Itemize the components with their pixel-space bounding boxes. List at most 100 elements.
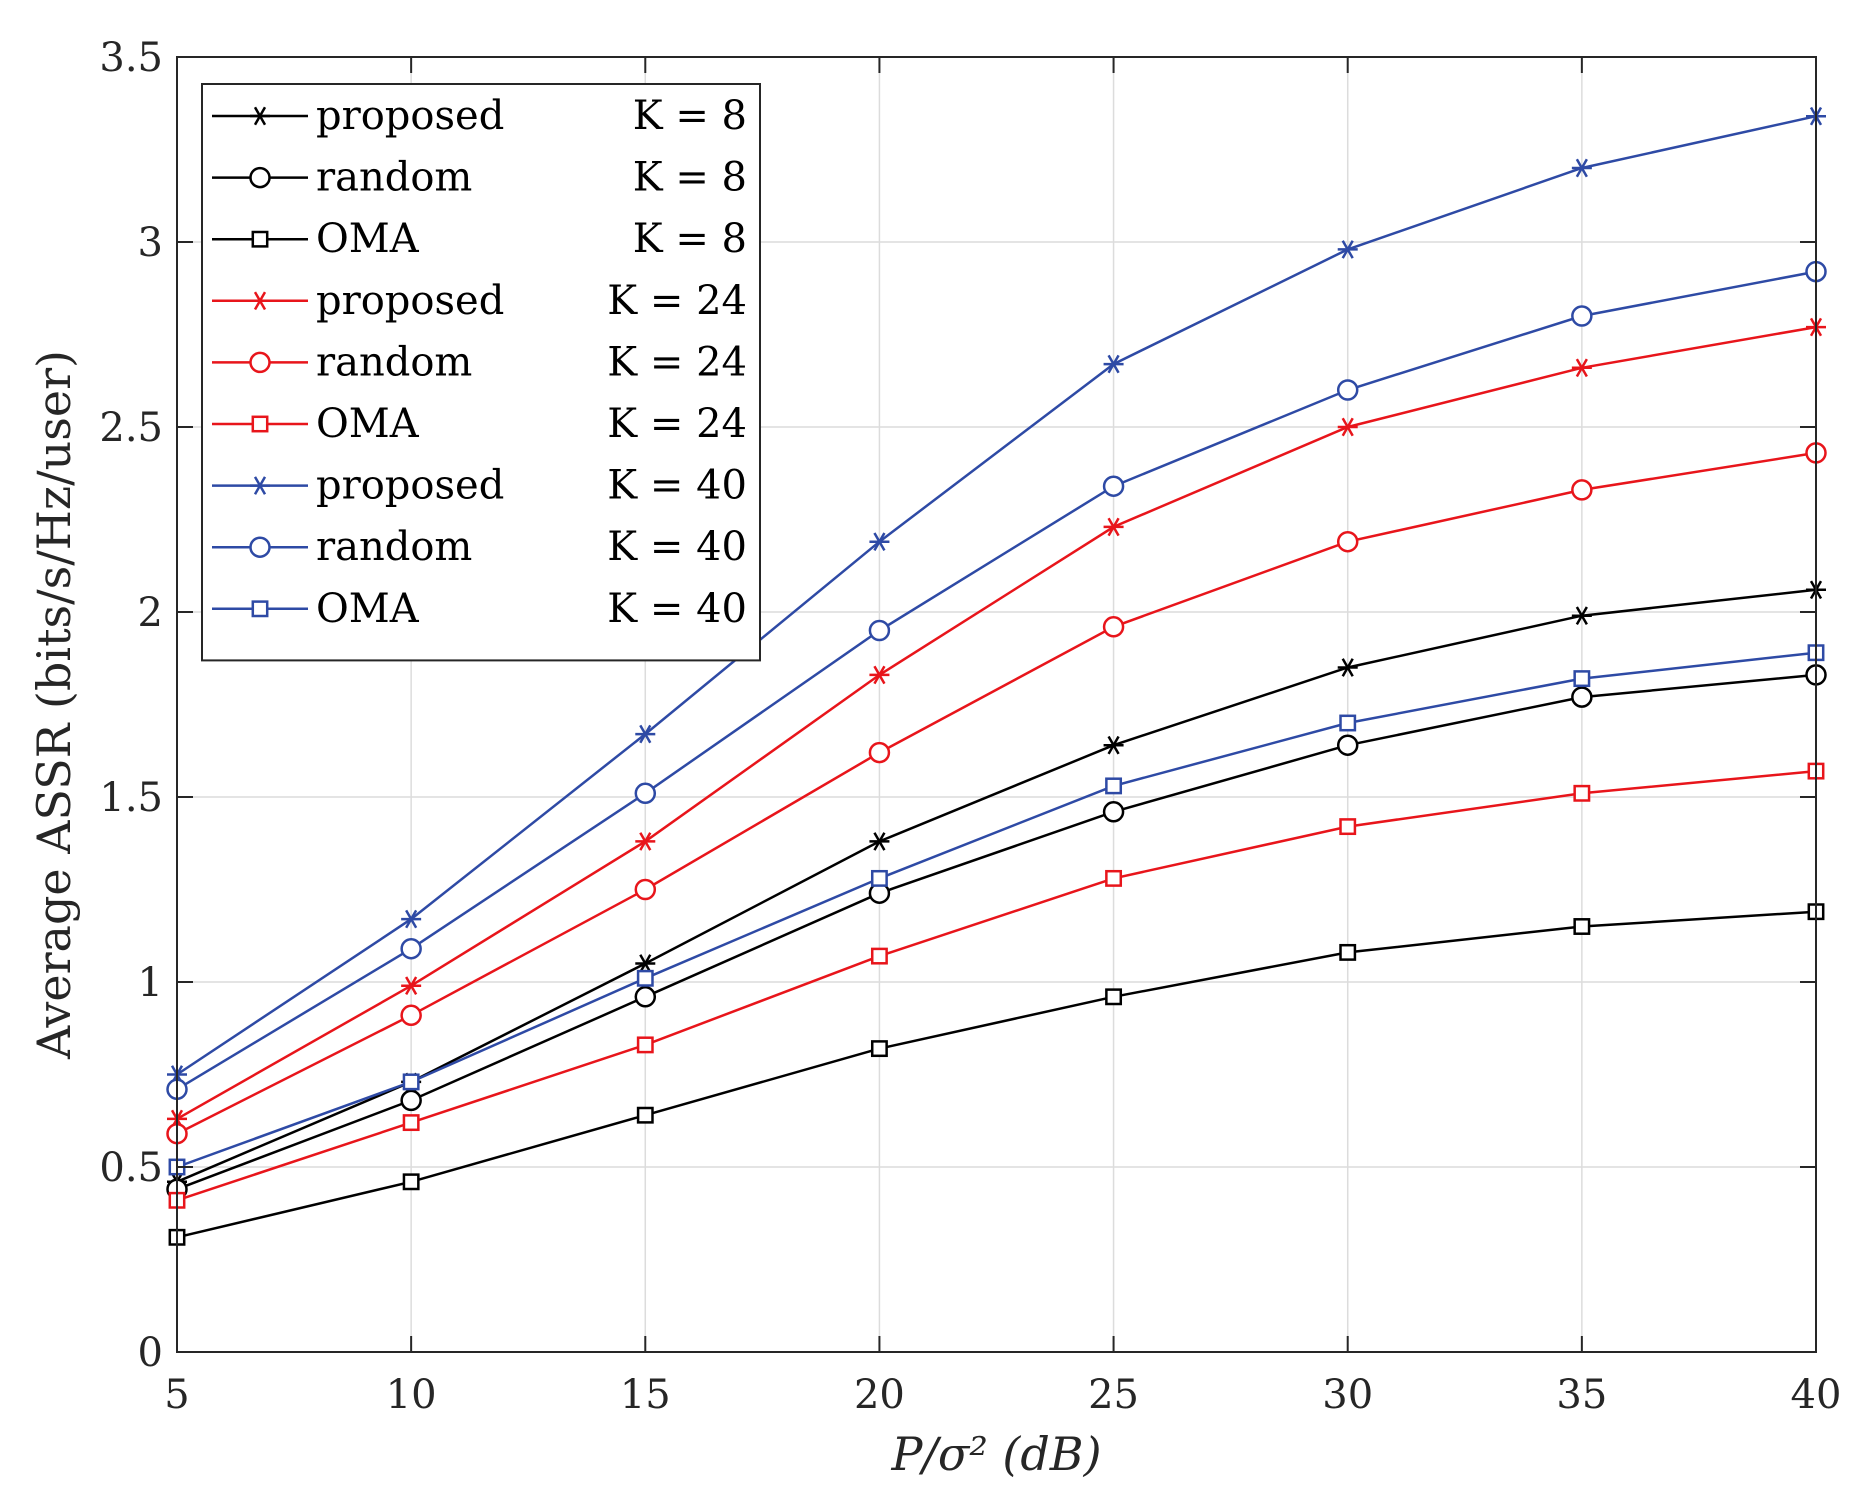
- marker-square: [1573, 670, 1591, 688]
- marker-star: [250, 291, 270, 311]
- marker-square: [251, 415, 269, 433]
- legend-label: proposed: [316, 463, 504, 509]
- x-tick-label: 15: [620, 1372, 671, 1418]
- y-axis-label: Average ASSR (bits/s/Hz/user): [27, 350, 81, 1060]
- x-tick-label: 20: [854, 1372, 905, 1418]
- series-proposed-k24: [167, 317, 1826, 1129]
- marker-square: [636, 1106, 654, 1124]
- marker-circle: [400, 1004, 422, 1027]
- legend-k-label: K = 40: [607, 463, 747, 509]
- legend-entry: proposed K = 40: [212, 463, 747, 509]
- x-tick-label: 5: [164, 1372, 189, 1418]
- series-line: [176, 651, 1817, 1169]
- legend-k-label: K = 8: [633, 93, 747, 139]
- marker-circle: [400, 937, 422, 960]
- ticks: [176, 56, 1817, 1353]
- marker-star: [401, 909, 422, 929]
- legend-entry: OMA K = 8: [212, 216, 747, 262]
- marker-square: [402, 1114, 420, 1132]
- y-tick-label: 1.5: [99, 775, 163, 821]
- legend-k-label: K = 8: [633, 216, 747, 262]
- series-line: [176, 769, 1817, 1202]
- legend-entry: proposed K = 8: [212, 93, 747, 139]
- y-tick-label: 1: [138, 960, 163, 1006]
- marker-star: [869, 532, 890, 552]
- marker-square: [251, 600, 269, 618]
- series-layer: [166, 106, 1827, 1246]
- legend-entry: OMA K = 24: [212, 401, 747, 447]
- marker-star: [1337, 240, 1358, 259]
- marker-star: [869, 665, 890, 685]
- legend-label: proposed: [316, 278, 504, 324]
- marker-circle: [249, 351, 271, 374]
- x-tick-label: 25: [1088, 1372, 1139, 1418]
- marker-star: [1571, 606, 1592, 626]
- legend-k-label: K = 8: [633, 155, 747, 201]
- series-line: [176, 270, 1817, 1091]
- series-line: [176, 451, 1817, 1135]
- marker-star: [635, 954, 656, 973]
- legend-label: proposed: [316, 93, 504, 139]
- marker-circle: [1336, 530, 1359, 553]
- y-tick-label: 0: [138, 1330, 163, 1376]
- legend-label: OMA: [316, 216, 420, 262]
- marker-star: [1571, 358, 1592, 378]
- marker-star: [869, 832, 890, 851]
- legend-entry: proposed K = 24: [212, 278, 747, 324]
- marker-star: [1337, 658, 1358, 677]
- marker-star: [1103, 517, 1124, 537]
- marker-square: [636, 969, 654, 987]
- series-line: [176, 673, 1817, 1191]
- marker-circle: [249, 166, 271, 189]
- y-tick-label: 3.5: [99, 35, 163, 81]
- marker-circle: [1336, 379, 1359, 401]
- grid: [176, 56, 1817, 1353]
- marker-square: [870, 869, 888, 887]
- legend-label: random: [316, 155, 472, 201]
- marker-square: [1573, 918, 1591, 935]
- marker-square: [870, 1040, 888, 1058]
- legend-box: [201, 83, 761, 662]
- marker-star: [250, 106, 270, 126]
- marker-circle: [868, 619, 891, 642]
- marker-star: [635, 724, 656, 744]
- marker-square: [1105, 988, 1123, 1006]
- series-line: [176, 325, 1817, 1120]
- marker-circle: [1571, 305, 1593, 327]
- marker-star: [250, 476, 270, 495]
- marker-circle: [1571, 686, 1593, 708]
- legend-label: OMA: [316, 586, 420, 632]
- legend-k-label: K = 24: [607, 401, 747, 447]
- legend-k-label: K = 24: [607, 278, 747, 324]
- series-oma-k8: [168, 903, 1825, 1246]
- marker-circle: [249, 536, 271, 558]
- marker-circle: [634, 878, 657, 901]
- legend-entry: random K = 40: [212, 524, 747, 570]
- marker-star: [1103, 354, 1124, 374]
- marker-circle: [1336, 734, 1359, 756]
- marker-circle: [1102, 475, 1125, 497]
- y-tick-label: 2: [138, 590, 163, 636]
- series-line: [176, 588, 1817, 1183]
- marker-square: [1105, 777, 1123, 795]
- marker-star: [635, 832, 656, 851]
- legend-entry: OMA K = 40: [212, 586, 747, 632]
- marker-square: [1573, 784, 1591, 802]
- marker-circle: [1571, 479, 1593, 501]
- marker-circle: [400, 1089, 422, 1112]
- marker-square: [870, 947, 888, 965]
- marker-square: [402, 1073, 420, 1091]
- x-axis-label: P/σ² (dB): [890, 1427, 1101, 1481]
- legend-label: OMA: [316, 401, 420, 447]
- tick-labels: 5 10 15 20 25 30 35 40 0 0.5 1 1.5 2 2.5 3 3.5: [99, 35, 1841, 1418]
- marker-square: [636, 1036, 654, 1054]
- marker-square: [402, 1173, 420, 1191]
- x-tick-label: 35: [1556, 1372, 1607, 1418]
- marker-star: [401, 976, 422, 996]
- legend-k-label: K = 40: [607, 524, 747, 570]
- marker-circle: [868, 741, 891, 764]
- legend-entry: random K = 24: [212, 339, 747, 385]
- marker-star: [1571, 158, 1592, 178]
- marker-square: [1339, 818, 1357, 836]
